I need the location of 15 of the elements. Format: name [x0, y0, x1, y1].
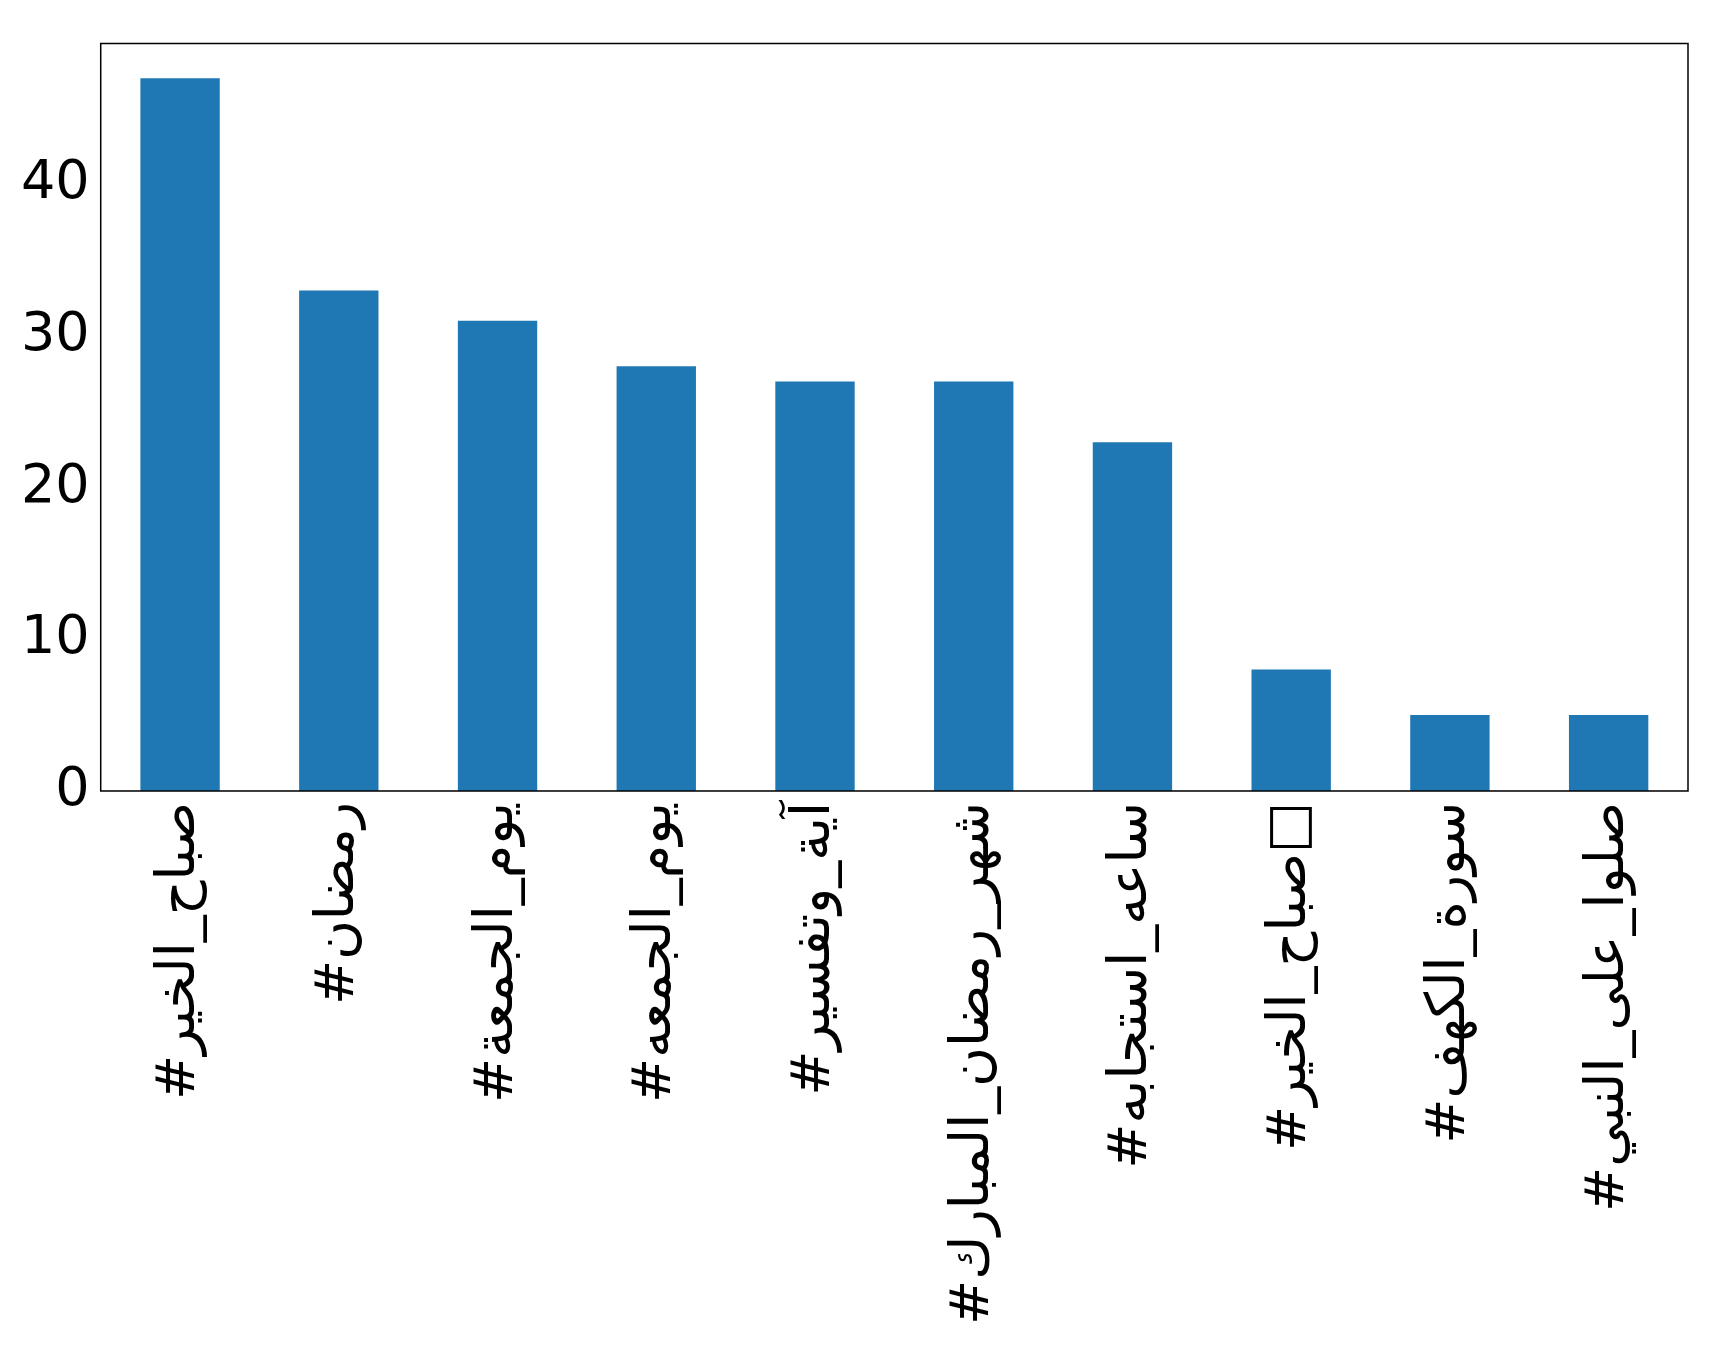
x-tick-label: #يوم_الجمعة [461, 801, 525, 1104]
y-tick-label: 20 [20, 451, 90, 515]
y-tick-label: 30 [20, 300, 90, 364]
y-tick-label: 0 [55, 754, 90, 818]
x-tick-label: #صباح_الخير□ [1255, 801, 1319, 1152]
x-tick-label: #صباح_الخير [144, 801, 208, 1100]
x-tick-label: #يوم_الجمعه [620, 801, 684, 1104]
x-tick-label: #سورة_الكهف [1413, 801, 1477, 1144]
x-tick-label: #رمضان [302, 801, 366, 1006]
x-tick-label: #آية_وتفسير [778, 799, 843, 1096]
x-tick-label: #شهر_رمضان_المبارك [937, 801, 1001, 1326]
y-tick-label: 40 [20, 148, 90, 212]
x-tick-label: #صلوا_على_النبي [1572, 801, 1636, 1212]
y-tick-label: 10 [20, 603, 90, 667]
x-tick-label: #ساعه_استجابه [1096, 801, 1160, 1169]
